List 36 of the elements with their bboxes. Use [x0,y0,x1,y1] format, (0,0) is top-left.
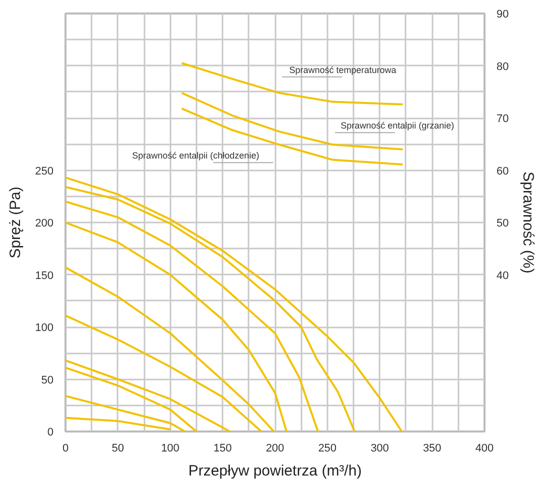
line-series [66,394,186,432]
y-tick-label: 200 [35,218,54,230]
x-tick-label: 50 [112,442,124,454]
text: Sprawność temperaturowa [289,64,396,75]
y2-tick-label: 40 [496,270,509,282]
y-tick-label: 150 [35,270,54,282]
line-series [66,266,275,432]
y2-tick-label: 60 [496,165,509,178]
y-axis-title: Spręż (Pa) [7,186,24,258]
y-tick-label: 100 [35,322,54,334]
y2-tick-label: 70 [496,113,509,125]
x-tick-label: 100 [161,442,180,454]
x-tick-label: 0 [62,442,69,454]
y2-tick-label: 90 [496,8,509,20]
line-series [66,359,231,432]
x-tick-label: 400 [475,442,494,454]
x-tick-label: 350 [422,442,442,454]
line-series [66,200,319,432]
line-series [66,222,288,432]
series-label: Sprawność entalpii (chłodzenie) [132,150,260,161]
line-series [66,366,198,432]
y2-tick-label: 50 [496,218,509,230]
line-series [66,314,262,432]
x-tick-label: 300 [370,442,389,454]
line-series [66,176,403,432]
x-axis-title: Przepływ powietrza (m³/h) [188,462,362,480]
series-label: Sprawność entalpii (grzanie) [340,120,454,131]
x-tick-label: 150 [213,442,232,454]
y2-axis-title: Sprawność (%) [520,172,537,274]
y-tick-label: 0 [47,426,54,438]
x-tick-label: 250 [318,442,337,454]
line-series [180,62,404,106]
y2-tick-label: 80 [496,60,509,73]
x-tick-label: 200 [266,442,284,454]
y-tick-label: 250 [35,165,54,178]
y-tick-label: 50 [41,374,54,386]
